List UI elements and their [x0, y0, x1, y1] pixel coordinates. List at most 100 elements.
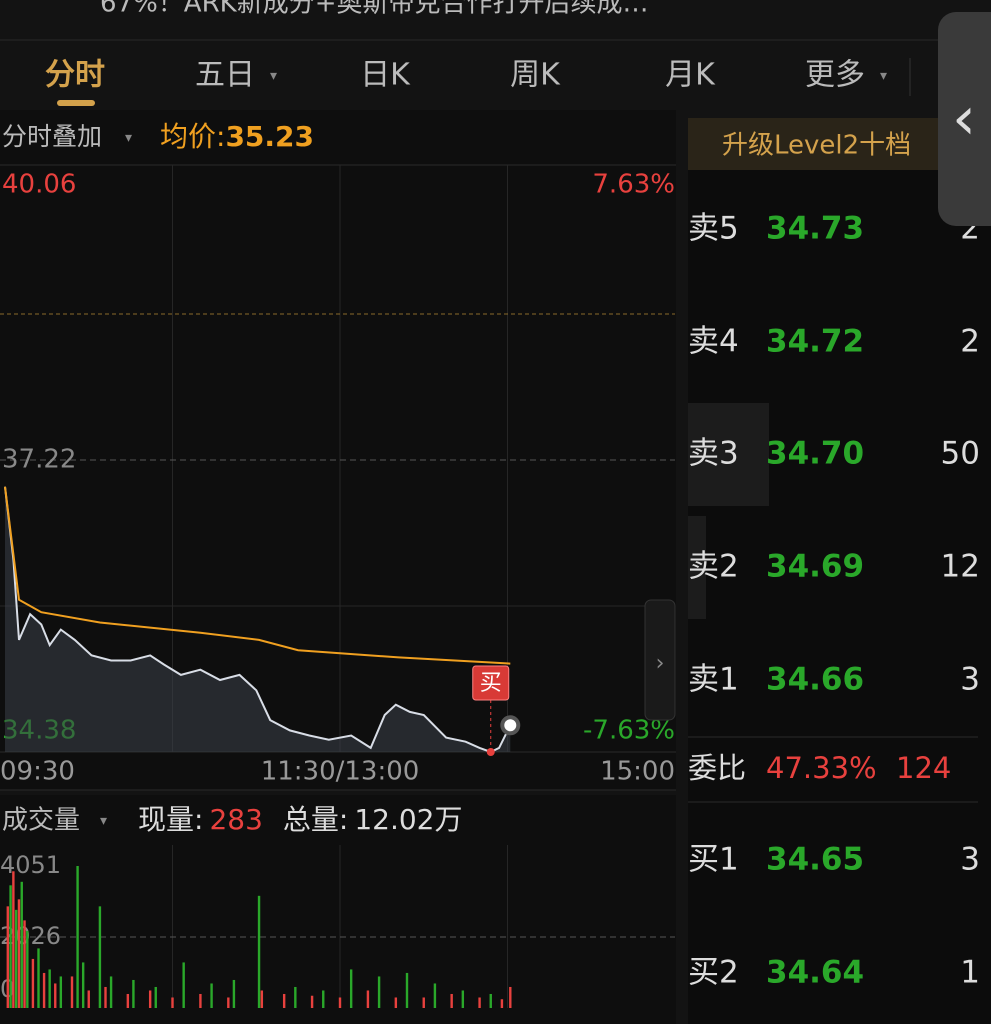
side-handle[interactable] [938, 12, 991, 226]
price-line [4, 486, 512, 754]
dropdown-arrow: ▾ [880, 68, 887, 84]
tab-bar: 分时 五日 ▾ 日K 周K 月K 更多 ▾ [45, 58, 887, 93]
dropdown-arrow: ▾ [100, 813, 107, 829]
y-tick-label: 40.06 [2, 170, 76, 200]
volume-bar [405, 972, 409, 1008]
now-label: 现量: [138, 803, 203, 836]
volume-bar [23, 920, 26, 1008]
volume-bar [70, 976, 74, 1008]
tab[interactable]: 周K [510, 58, 561, 93]
volume-bar [199, 993, 202, 1008]
book-qty: 12 [941, 549, 980, 585]
book-label: 买2 [688, 955, 739, 991]
book-price: 34.66 [766, 662, 864, 698]
tab[interactable]: 分时 [45, 58, 105, 93]
overlay-button[interactable]: 分时叠加 [2, 122, 102, 151]
volume-bar [260, 990, 264, 1008]
volume-bar [227, 997, 230, 1008]
volume-bar [394, 997, 398, 1008]
volume-bar [109, 976, 113, 1008]
volume-bar [182, 962, 185, 1008]
ratio-diff: 124 [896, 751, 951, 785]
tab[interactable]: 五日 [195, 58, 255, 93]
book-label: 卖1 [688, 662, 739, 698]
volume-bar [322, 990, 325, 1008]
volume-bar [26, 930, 29, 1008]
volume-bar [489, 993, 492, 1008]
upgrade-text: 升级Level2十档 [722, 131, 911, 161]
book-qty: 3 [960, 842, 980, 878]
total-value: 12.02万 [354, 803, 462, 836]
book-label: 卖4 [688, 324, 739, 360]
book-label: 卖5 [688, 211, 739, 247]
book-price: 34.65 [766, 842, 864, 878]
buy-point [486, 748, 495, 756]
page-title: 67%！ARK新成分+奥斯帝克合作打开后续成… [100, 0, 648, 19]
buy-badge [472, 665, 510, 701]
book-price: 34.69 [766, 549, 864, 585]
volume-bar [126, 993, 130, 1008]
volume-bar [87, 990, 90, 1008]
ratio-label: 委比 [688, 751, 746, 785]
book-label: 卖3 [688, 436, 739, 472]
volume-bar [98, 906, 102, 1008]
tab[interactable]: 月K [665, 58, 716, 93]
order-book-panel [688, 118, 991, 1024]
expand-arrow: › [656, 651, 665, 676]
volume-panel [0, 795, 676, 1024]
ratio-value: 47.33% [766, 751, 877, 785]
active-tab-indicator [57, 100, 95, 106]
now-value: 283 [209, 803, 262, 836]
volume-bar [338, 997, 342, 1008]
volume-info: 现量: 283 总量: 12.02万 [138, 803, 463, 836]
book-price: 34.64 [766, 955, 864, 991]
volume-bar [366, 990, 370, 1008]
book-label: 买1 [688, 842, 739, 878]
buy-badge-text: 买 [480, 671, 502, 696]
volume-bar [422, 997, 425, 1008]
book-price: 34.72 [766, 324, 864, 360]
tab[interactable]: 更多 [805, 58, 865, 93]
book-qty: 50 [941, 436, 980, 472]
volume-bar [37, 948, 40, 1008]
volume-bar [232, 979, 236, 1008]
x-tick-label: 15:00 [600, 757, 675, 787]
current-dot [500, 715, 521, 736]
volume-bar [433, 983, 437, 1008]
volume-bar [461, 990, 465, 1008]
y-tick-label: 37.22 [2, 445, 76, 475]
volume-bar [349, 969, 353, 1008]
volume-bar [17, 899, 21, 1008]
y-tick-label: 2026 [0, 922, 61, 950]
volume-bar [148, 990, 152, 1008]
tab[interactable]: 日K [360, 58, 411, 93]
book-price: 34.70 [766, 436, 864, 472]
x-tick-label: 11:30/13:00 [261, 757, 420, 787]
book-qty: 2 [960, 324, 980, 360]
volume-bar [12, 871, 15, 1008]
book-qty: 1 [960, 955, 980, 991]
volume-bar [31, 958, 35, 1008]
upgrade-banner[interactable] [688, 118, 948, 170]
volume-bar [282, 993, 286, 1008]
volume-bar [81, 962, 85, 1008]
depth-bar [688, 516, 706, 619]
volume-bar [210, 983, 213, 1008]
volume-title[interactable]: 成交量 [2, 806, 80, 836]
y2-tick-label: 7.63% [592, 170, 675, 200]
side-handle-arrow: ‹ [952, 84, 976, 154]
volume-bar [377, 976, 381, 1008]
avg-line [4, 486, 511, 665]
expand-button[interactable] [644, 599, 676, 721]
volume-bar [154, 986, 157, 1008]
volume-bar [48, 969, 51, 1008]
volume-bar [20, 881, 23, 1008]
volume-bar [257, 895, 261, 1008]
volume-bar [171, 997, 174, 1008]
dropdown-arrow: ▾ [270, 68, 277, 84]
volume-bar [6, 906, 9, 1008]
